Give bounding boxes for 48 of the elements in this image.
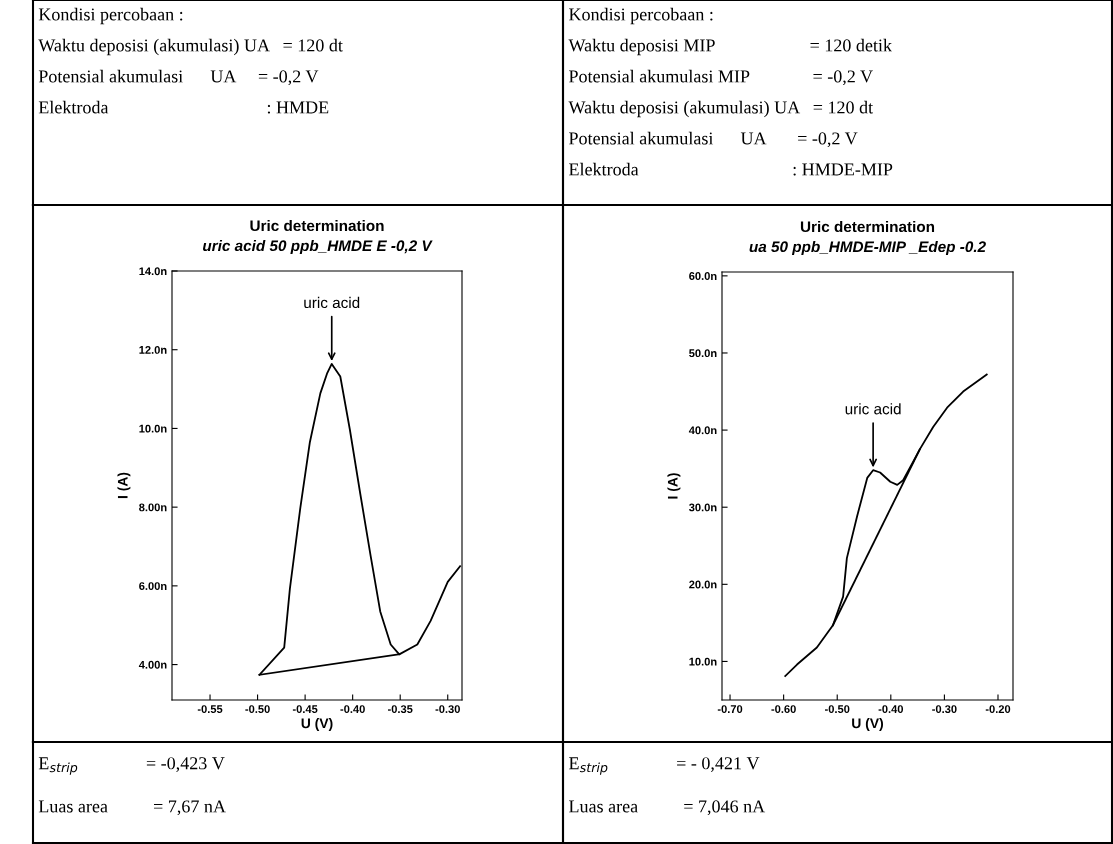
text: E$_{strip}$ = - 0,421 V bbox=[569, 757, 760, 775]
text: Potensial akumulasi MIP = -0,2 V bbox=[569, 69, 873, 86]
x-tick-label: -0.50 bbox=[245, 705, 270, 714]
y-tick-label: 8.00n bbox=[139, 503, 167, 512]
x-tick-label: -0.35 bbox=[387, 705, 413, 714]
y-tick-label: 6.00n bbox=[139, 582, 167, 590]
annotation: uric acid bbox=[304, 296, 360, 309]
y-tick-label: 4.00n bbox=[138, 660, 167, 669]
x-tick-label: -0.30 bbox=[932, 705, 957, 714]
text: Potensial akumulasi UA = -0,2 V bbox=[38, 69, 319, 86]
chart-title: Uric determination bbox=[250, 219, 384, 232]
annotation: uric acid bbox=[845, 403, 901, 415]
y-axis-title: I (A) bbox=[117, 472, 131, 499]
x-axis-title: U (V) bbox=[852, 718, 884, 731]
text: E$_{strip}$ = -0,423 V bbox=[38, 757, 225, 775]
y-tick-label: 60.0n bbox=[689, 272, 717, 280]
x-tick-label: -0.55 bbox=[197, 705, 223, 714]
chart-subtitle: ua 50 ppb_HMDE-MIP _Edep -0.2 bbox=[749, 240, 986, 256]
text: Potensial akumulasi UA = -0,2 V bbox=[569, 131, 858, 148]
text: Luas area = 7,67 nA bbox=[38, 800, 226, 816]
y-tick-label: 40.0n bbox=[688, 426, 717, 435]
x-axis-title: U (V) bbox=[301, 718, 333, 731]
x-tick-label: -0.45 bbox=[292, 705, 318, 714]
x-tick-label: -0.50 bbox=[824, 705, 850, 714]
y-tick-label: 10.0n bbox=[689, 657, 717, 666]
text: Luas area = 7,046 nA bbox=[569, 800, 766, 816]
text: Waktu deposisi (akumulasi) UA = 120 dt bbox=[568, 100, 873, 118]
text: Elektroda : HMDE-MIP bbox=[569, 162, 893, 176]
y-axis-title: I (A) bbox=[667, 473, 681, 499]
y-tick-label: 20.0n bbox=[689, 580, 717, 589]
chart-subtitle: uric acid 50 ppb_HMDE E -0,2 V bbox=[203, 239, 433, 255]
x-tick-label: -0.40 bbox=[340, 705, 365, 714]
y-tick-label: 14.0n bbox=[139, 267, 167, 276]
text: Kondisi percobaan : bbox=[38, 7, 183, 25]
text: Waktu deposisi (akumulasi) UA = 120 dt bbox=[38, 38, 343, 56]
y-tick-label: 50.0n bbox=[689, 349, 717, 358]
chart-title: Uric determination bbox=[800, 220, 935, 233]
y-tick-label: 12.0n bbox=[139, 345, 167, 354]
x-tick-label: -0.30 bbox=[435, 705, 460, 714]
x-tick-label: -0.60 bbox=[771, 705, 796, 714]
x-tick-label: -0.70 bbox=[717, 705, 743, 714]
y-tick-label: 10.0n bbox=[139, 424, 167, 433]
x-tick-label: -0.20 bbox=[985, 705, 1011, 714]
text: Waktu deposisi MIP = 120 detik bbox=[568, 38, 892, 56]
y-tick-label: 30.0n bbox=[688, 503, 717, 512]
x-tick-label: -0.40 bbox=[878, 705, 904, 714]
text: Kondisi percobaan : bbox=[569, 7, 713, 25]
text: Elektroda : HMDE bbox=[38, 100, 329, 114]
